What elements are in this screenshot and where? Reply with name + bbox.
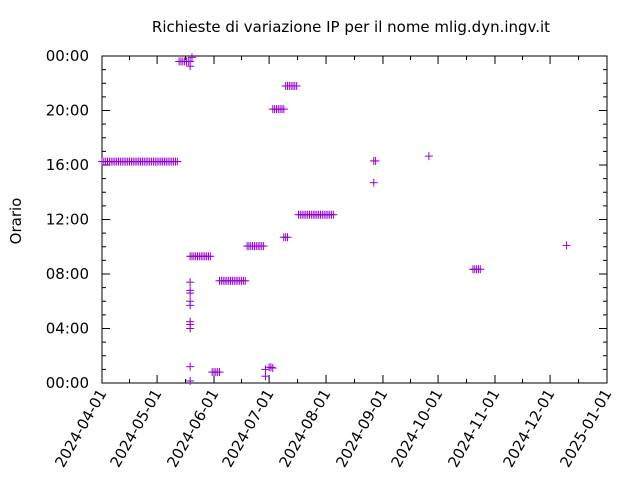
x-axis: 2024-04-012024-05-012024-06-012024-07-01…	[51, 56, 615, 471]
x-tick-label: 2024-06-01	[163, 386, 222, 471]
data-point	[215, 368, 224, 377]
data-point	[329, 210, 338, 219]
x-tick-label: 2024-09-01	[332, 386, 391, 471]
y-tick-label: 20:00	[46, 102, 89, 120]
y-tick-label: 08:00	[46, 265, 89, 283]
data-point	[241, 276, 250, 285]
data-point	[186, 278, 195, 287]
x-tick-label: 2024-07-01	[218, 386, 277, 471]
data-point	[476, 265, 485, 274]
data-point	[279, 105, 288, 114]
data-point	[261, 365, 270, 374]
data-point	[186, 62, 195, 71]
y-axis: 00:00 04:00 08:00 12:00 16:00 20:00 00:00	[46, 47, 607, 392]
x-tick-label: 2024-05-01	[106, 386, 165, 471]
data-point	[562, 241, 571, 250]
data-points	[98, 53, 571, 385]
x-tick-label: 2024-11-01	[444, 386, 503, 471]
data-point	[266, 363, 275, 372]
x-tick-label: 2024-04-01	[51, 386, 110, 471]
data-point	[187, 53, 196, 62]
data-point	[186, 376, 195, 385]
data-point	[369, 178, 378, 187]
data-point	[261, 372, 270, 381]
data-point	[268, 364, 277, 373]
data-point	[259, 242, 268, 251]
y-tick-label: 12:00	[46, 211, 89, 229]
x-tick-label: 2024-12-01	[499, 386, 558, 471]
x-tick-label: 2024-08-01	[275, 386, 334, 471]
data-point	[206, 252, 215, 261]
y-tick-label: 16:00	[46, 156, 89, 174]
y-axis-label: Orario	[7, 198, 25, 245]
data-point	[292, 81, 301, 90]
data-point	[424, 152, 433, 161]
data-point	[186, 362, 195, 371]
x-tick-label: 2024-10-01	[387, 386, 446, 471]
y-tick-label: 04:00	[46, 320, 89, 338]
data-point	[186, 324, 195, 333]
data-point	[371, 156, 380, 165]
data-point	[186, 301, 195, 310]
data-point	[173, 157, 182, 166]
data-point	[283, 233, 292, 242]
plot-frame	[101, 55, 608, 384]
data-point	[186, 289, 195, 298]
y-tick-label: 00:00	[46, 47, 89, 65]
y-tick-label: 00:00	[46, 374, 89, 392]
x-tick-label: 2025-01-01	[556, 386, 615, 471]
chart-title: Richieste di variazione IP per il nome m…	[152, 18, 550, 36]
